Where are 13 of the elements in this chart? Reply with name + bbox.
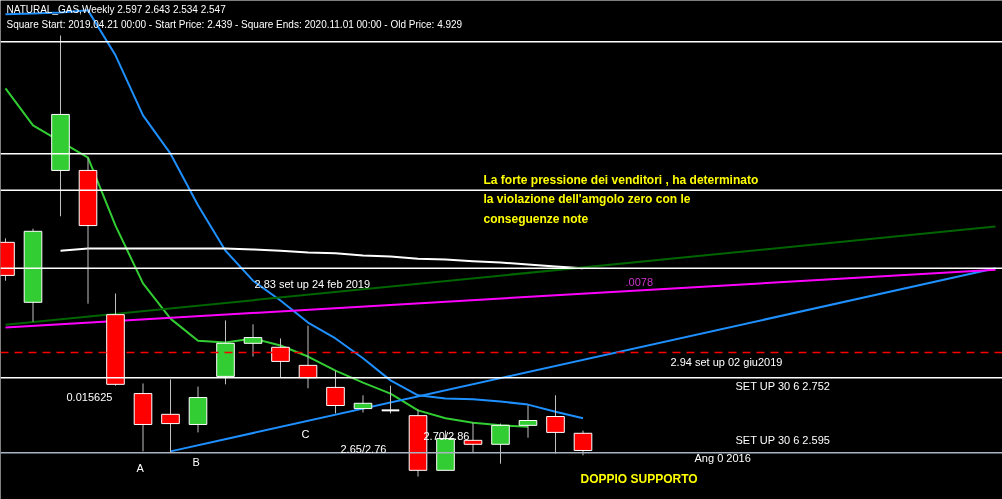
annotation: A [136, 461, 145, 474]
annotation: SET UP 30 6 2.752 [735, 379, 830, 392]
annotation: 2.94 set up 02 giu2019 [670, 355, 783, 368]
annotation: DOPPIO SUPPORTO [580, 471, 698, 486]
annotation: C [301, 427, 310, 440]
text: NATURAL_GAS,Weekly 2.597 2.643 2.534 2.547 [6, 3, 227, 15]
annotation: 0.015625 [66, 390, 113, 403]
annotation: Ang 0 2016 [694, 451, 751, 464]
annotation: .0078 [625, 275, 654, 288]
annotation: La forte pressione dei venditori , ha determinato la violazione dell'amgolo zero con le conseguenze note [483, 172, 759, 226]
annotation: SET UP 30 6 2.595 [735, 433, 830, 446]
annotation: B [192, 455, 200, 468]
annotation: 2.65/2.76 [340, 442, 387, 455]
